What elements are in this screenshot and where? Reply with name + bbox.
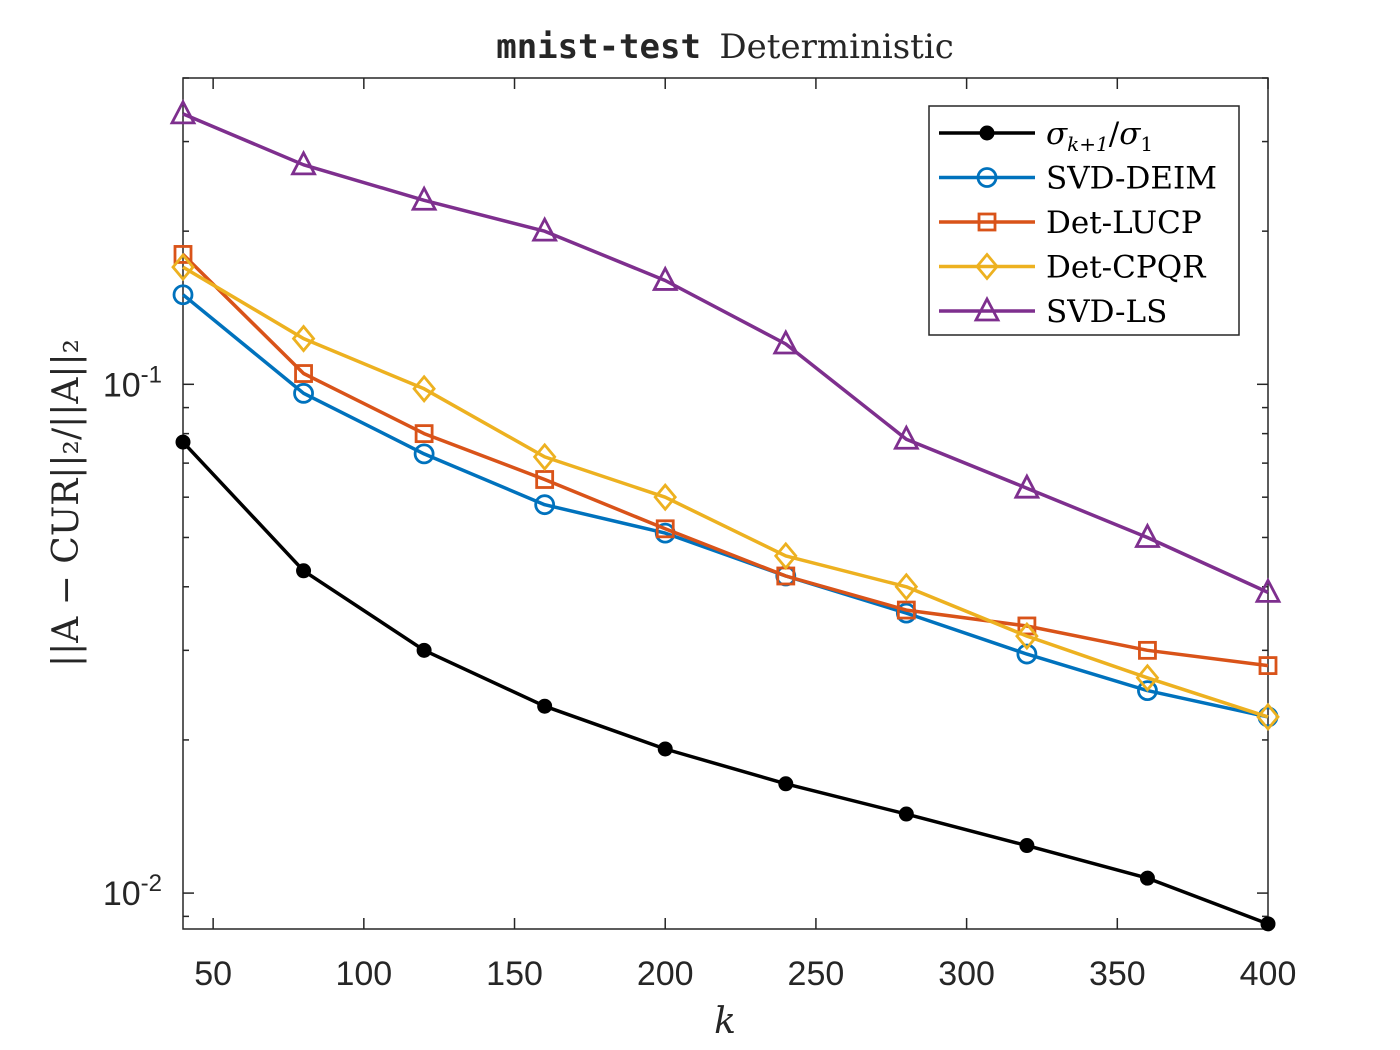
x-tick-label: 50 xyxy=(194,955,232,993)
data-point-circle xyxy=(1137,680,1158,702)
x-axis-label: k xyxy=(714,1001,736,1042)
data-point-diamond xyxy=(1015,621,1039,651)
data-point-circle xyxy=(534,494,556,516)
data-point-square xyxy=(414,424,434,444)
legend-item: SVD-LS xyxy=(939,294,1167,330)
y-axis-label: ||A − CUR||₂/||A||₂ xyxy=(46,339,87,667)
data-point-triangle xyxy=(1013,473,1041,499)
data-point-square xyxy=(1017,616,1037,636)
data-point-dot xyxy=(175,434,191,450)
series-square xyxy=(173,245,1278,675)
x-tick-label: 300 xyxy=(938,955,995,993)
data-point-square xyxy=(1258,656,1278,675)
legend-item: SVD-DEIM xyxy=(939,161,1217,197)
x-tick-label: 200 xyxy=(637,955,694,993)
data-point-square xyxy=(655,519,675,539)
data-point-diamond xyxy=(1135,663,1160,692)
data-point-triangle xyxy=(1254,577,1282,603)
legend-marker xyxy=(975,252,999,281)
data-point-diamond xyxy=(1256,702,1280,732)
legend-item: σk+1/σ1 xyxy=(939,116,1153,156)
legend-label: σk+1/σ1 xyxy=(1046,116,1153,156)
data-point-triangle xyxy=(1134,522,1161,548)
y-tick-label: 10-2 xyxy=(103,870,162,913)
legend-item: Det-LUCP xyxy=(939,205,1202,241)
data-point-diamond xyxy=(532,442,557,472)
legend-label: Det-CPQR xyxy=(1046,250,1207,286)
data-point-triangle xyxy=(169,98,197,125)
legend-marker xyxy=(979,125,995,141)
data-point-diamond xyxy=(653,482,678,512)
data-point-triangle xyxy=(651,265,679,291)
series-line xyxy=(181,253,1269,668)
data-point-dot xyxy=(1260,916,1276,932)
data-point-triangle xyxy=(772,329,800,355)
plot-area-frame xyxy=(182,77,1269,930)
x-tick-label: 100 xyxy=(335,955,392,993)
data-point-square xyxy=(1138,640,1157,660)
data-point-square xyxy=(535,470,555,489)
series-line xyxy=(182,265,1269,719)
legend-marker xyxy=(976,167,998,188)
legend: σk+1/σ1 SVD-DEIM Det-LUCP Det-CPQR SVD-LS xyxy=(928,105,1240,336)
data-point-dot xyxy=(296,563,312,579)
legend-marker xyxy=(977,212,997,232)
data-point-circle xyxy=(413,443,435,465)
data-point-triangle xyxy=(531,216,558,242)
chart-title: mnist-test Deterministic xyxy=(496,27,954,67)
legend-label: SVD-LS xyxy=(1046,294,1167,330)
data-point-triangle xyxy=(410,185,438,211)
data-point-dot xyxy=(657,741,673,757)
x-tick-label: 150 xyxy=(486,955,543,993)
data-point-diamond xyxy=(412,374,436,403)
data-point-diamond xyxy=(894,572,919,601)
data-point-dot xyxy=(898,806,914,822)
series-line xyxy=(182,112,1269,594)
data-point-diamond xyxy=(291,324,316,353)
data-point-triangle xyxy=(893,424,920,450)
legend-marker xyxy=(973,295,1001,322)
data-point-diamond xyxy=(171,252,195,282)
data-point-dot xyxy=(1139,870,1155,886)
data-point-dot xyxy=(1019,838,1035,854)
data-point-square xyxy=(294,364,313,383)
data-point-dot xyxy=(416,642,432,658)
data-point-circle xyxy=(172,284,194,306)
legend-label: SVD-DEIM xyxy=(1046,161,1217,197)
data-point-circle xyxy=(1016,643,1038,665)
data-point-square xyxy=(896,600,916,620)
series-line xyxy=(181,293,1269,719)
chart-title-text: Deterministic xyxy=(719,27,953,67)
data-point-dot xyxy=(537,698,553,714)
x-tick-label: 400 xyxy=(1240,955,1297,993)
axis-ticks: 50 100 150 200 250 300 350 400 10-2 10-1 xyxy=(103,77,1297,993)
data-point-diamond xyxy=(773,541,798,571)
series-layer xyxy=(169,98,1282,932)
x-tick-label: 350 xyxy=(1089,955,1146,993)
data-point-dot xyxy=(778,776,794,792)
series-line xyxy=(181,440,1269,926)
data-point-circle xyxy=(293,382,314,404)
legend-item: Det-CPQR xyxy=(939,250,1207,286)
data-point-triangle xyxy=(290,149,317,176)
data-point-square xyxy=(173,245,193,264)
legend-label: Det-LUCP xyxy=(1046,205,1202,241)
y-tick-label: 10-1 xyxy=(103,361,162,404)
series-dot xyxy=(175,434,1276,932)
series-triangle xyxy=(169,98,1282,603)
series-diamond xyxy=(171,252,1280,732)
x-tick-label: 250 xyxy=(788,955,845,993)
chart-title-code: mnist-test xyxy=(496,27,701,67)
